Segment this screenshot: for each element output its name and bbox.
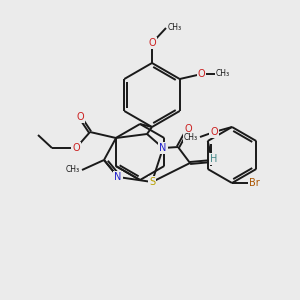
Text: CH₃: CH₃	[66, 166, 80, 175]
Text: CH₃: CH₃	[168, 23, 182, 32]
Text: O: O	[198, 69, 206, 79]
Text: S: S	[149, 177, 155, 187]
Text: CH₃: CH₃	[184, 133, 198, 142]
Text: N: N	[159, 143, 167, 153]
Text: O: O	[184, 124, 192, 134]
Text: N: N	[114, 172, 122, 182]
Text: O: O	[148, 38, 156, 48]
Text: O: O	[210, 127, 218, 137]
Text: O: O	[76, 112, 84, 122]
Text: Br: Br	[249, 178, 260, 188]
Text: CH₃: CH₃	[216, 68, 230, 77]
Text: O: O	[72, 143, 80, 153]
Text: H: H	[210, 154, 218, 164]
